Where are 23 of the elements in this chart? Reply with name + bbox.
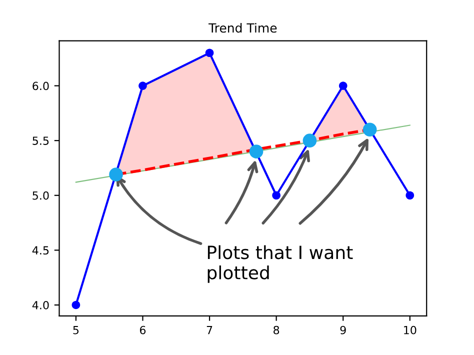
x-tick-label: 6: [140, 326, 146, 334]
point: [362, 122, 377, 137]
annotation: Plots that I want plotted: [208, 245, 353, 283]
x-tick-label: 10: [404, 326, 416, 334]
point: [338, 82, 348, 90]
y-tick-label: 5.5: [32, 136, 49, 145]
x-tick-label: 9: [340, 326, 346, 334]
point: [72, 300, 80, 310]
chart-title: Trend Time: [208, 22, 277, 33]
point: [109, 168, 123, 182]
y-tick-label: 4.0: [32, 300, 49, 310]
y-tick-label: 5.0: [32, 191, 49, 200]
x-tick-label: 5: [73, 326, 79, 334]
point: [302, 134, 317, 148]
y-tick-label: 6.0: [32, 82, 49, 90]
point: [406, 191, 414, 200]
point: [249, 144, 264, 158]
point: [138, 82, 147, 90]
y-tick-label: 4.5: [32, 246, 49, 255]
point: [205, 48, 214, 58]
x-tick-label: 7: [206, 326, 212, 334]
point: [272, 191, 280, 200]
x-tick-label: 8: [274, 326, 280, 334]
